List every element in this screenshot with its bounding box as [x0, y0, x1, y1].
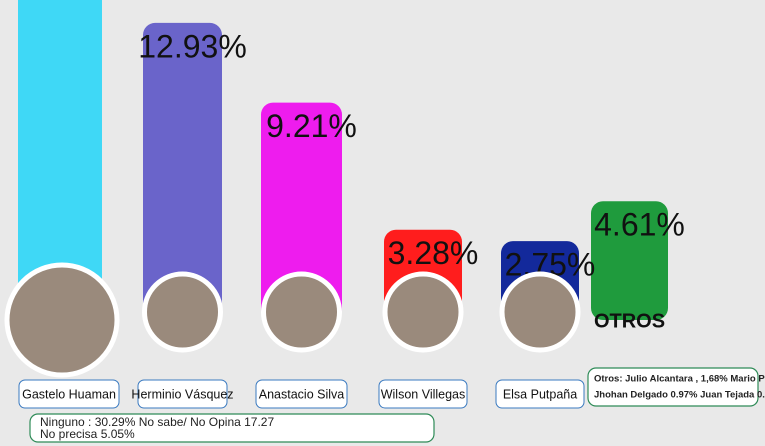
footnote-box — [29, 413, 435, 443]
value-label: 9.21% — [266, 108, 357, 144]
name-box — [137, 379, 228, 409]
photo — [499, 271, 581, 353]
category-label: OTROS — [594, 310, 665, 332]
category-label: Elsa Putpaña — [503, 387, 577, 401]
photo — [382, 271, 464, 353]
photo — [142, 271, 223, 353]
category-label: Gastelo Huaman — [22, 387, 116, 401]
bar — [18, 0, 102, 320]
category-label: Herminio Vásquez — [131, 387, 233, 401]
photo — [4, 262, 120, 378]
value-label: 12.93% — [138, 28, 247, 64]
others-note: Jhohan Delgado 0.97% Juan Tejada 0.62% — [594, 390, 765, 401]
value-label: 4.61% — [594, 207, 685, 243]
bar — [143, 22, 222, 321]
others-note-box — [587, 367, 759, 407]
footnote: No precisa 5.05% — [40, 427, 135, 441]
photo — [261, 271, 342, 353]
name-box — [495, 379, 585, 409]
name-box — [255, 379, 348, 409]
value-label: 3.28% — [388, 235, 479, 271]
category-label: Anastacio Silva — [259, 387, 345, 401]
others-note: Otros: Julio Alcantara , 1,68% Mario Pin… — [594, 374, 765, 385]
bar — [591, 201, 668, 320]
name-box — [18, 379, 120, 409]
name-box — [378, 379, 468, 409]
category-label: Wilson Villegas — [381, 387, 466, 401]
bar — [261, 102, 342, 321]
overlay: Gastelo Huaman 12.93% Herminio Vásquez 9.21… — [4, 28, 685, 409]
footnote: Ninguno : 30.29% No sabe/ No Opina 17.27 — [40, 415, 274, 429]
